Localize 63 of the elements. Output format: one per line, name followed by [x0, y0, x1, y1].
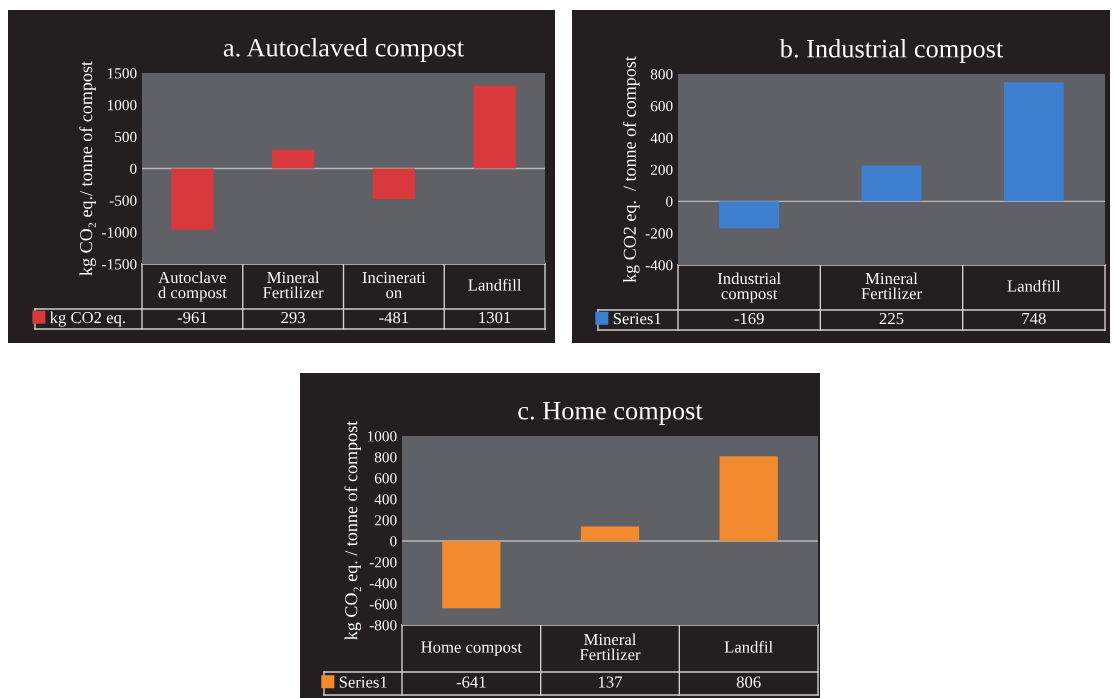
- data-label: 748: [1022, 312, 1046, 325]
- x-tick-label: Landfill: [468, 278, 522, 291]
- y-tick-label: -400: [645, 260, 673, 271]
- legend-label: kg CO2 eq.: [49, 311, 125, 327]
- bar: [473, 85, 516, 169]
- data-label: -169: [734, 312, 764, 325]
- y-axis-title: kg CO₂ eq./ tonne of compost: [79, 61, 96, 276]
- data-label: 293: [281, 311, 305, 324]
- bar: [580, 526, 640, 541]
- y-tick-label: 600: [374, 473, 397, 484]
- bar: [1003, 82, 1064, 202]
- x-tick-label: Mineral Fertilizer: [861, 272, 922, 300]
- data-label: -961: [177, 311, 207, 324]
- y-tick-label: 800: [650, 69, 673, 80]
- y-tick-label: -600: [369, 599, 397, 610]
- x-tick-label: Autoclave d compost: [158, 271, 227, 302]
- x-tick-label: Landfil: [724, 640, 773, 653]
- y-tick-label: -1000: [102, 227, 137, 238]
- x-tick-label: Mineral Fertilizer: [263, 271, 324, 299]
- y-tick-label: 0: [666, 196, 673, 207]
- x-tick-label: Industrial compost: [717, 272, 781, 303]
- bar: [171, 168, 214, 230]
- data-label: -481: [379, 311, 409, 324]
- x-tick-label: Incinerati on: [362, 271, 426, 299]
- chart-title: a. Autoclaved compost: [223, 38, 464, 62]
- chart-title: c. Home compost: [518, 402, 703, 425]
- data-label: 806: [736, 676, 761, 688]
- y-tick-label: 1000: [367, 431, 397, 442]
- y-tick-label: 1500: [107, 68, 137, 79]
- y-tick-label: 1000: [107, 99, 137, 111]
- y-tick-label: 400: [650, 132, 673, 144]
- bar: [861, 165, 922, 202]
- y-tick-label: -200: [645, 228, 673, 239]
- y-tick-label: 200: [650, 164, 673, 175]
- y-tick-label: 200: [374, 515, 397, 526]
- data-label: 225: [879, 312, 904, 325]
- y-tick-label: 0: [130, 163, 137, 174]
- y-tick-label: -1500: [102, 259, 137, 270]
- bar: [719, 456, 778, 541]
- y-tick-label: -400: [369, 578, 397, 589]
- bar: [719, 201, 780, 229]
- chart-title: b. Industrial compost: [779, 39, 1004, 63]
- y-tick-label: -200: [369, 557, 397, 568]
- legend-label: Series1: [339, 676, 387, 688]
- y-tick-label: 800: [374, 452, 397, 463]
- legend-label: Series1: [613, 313, 661, 325]
- bar: [271, 149, 315, 169]
- y-tick-label: 400: [374, 494, 397, 505]
- x-tick-label: Landfill: [1007, 279, 1061, 292]
- x-tick-label: Home compost: [421, 641, 522, 657]
- data-label: -641: [456, 676, 486, 688]
- y-tick-label: -500: [109, 195, 137, 206]
- bar: [372, 168, 416, 200]
- x-tick-label: Mineral Fertilizer: [579, 633, 641, 661]
- y-tick-label: -800: [369, 620, 397, 631]
- y-tick-label: 500: [115, 131, 137, 143]
- y-axis-title: kg CO₂ eq. / tonne of compost: [344, 420, 362, 640]
- y-tick-label: 0: [390, 536, 397, 547]
- y-axis-title: kg CO2 eq. / tonne of compost: [622, 56, 640, 283]
- bar: [442, 541, 501, 609]
- data-label: 137: [598, 676, 623, 688]
- y-tick-label: 600: [650, 100, 673, 112]
- data-label: 1301: [479, 311, 511, 324]
